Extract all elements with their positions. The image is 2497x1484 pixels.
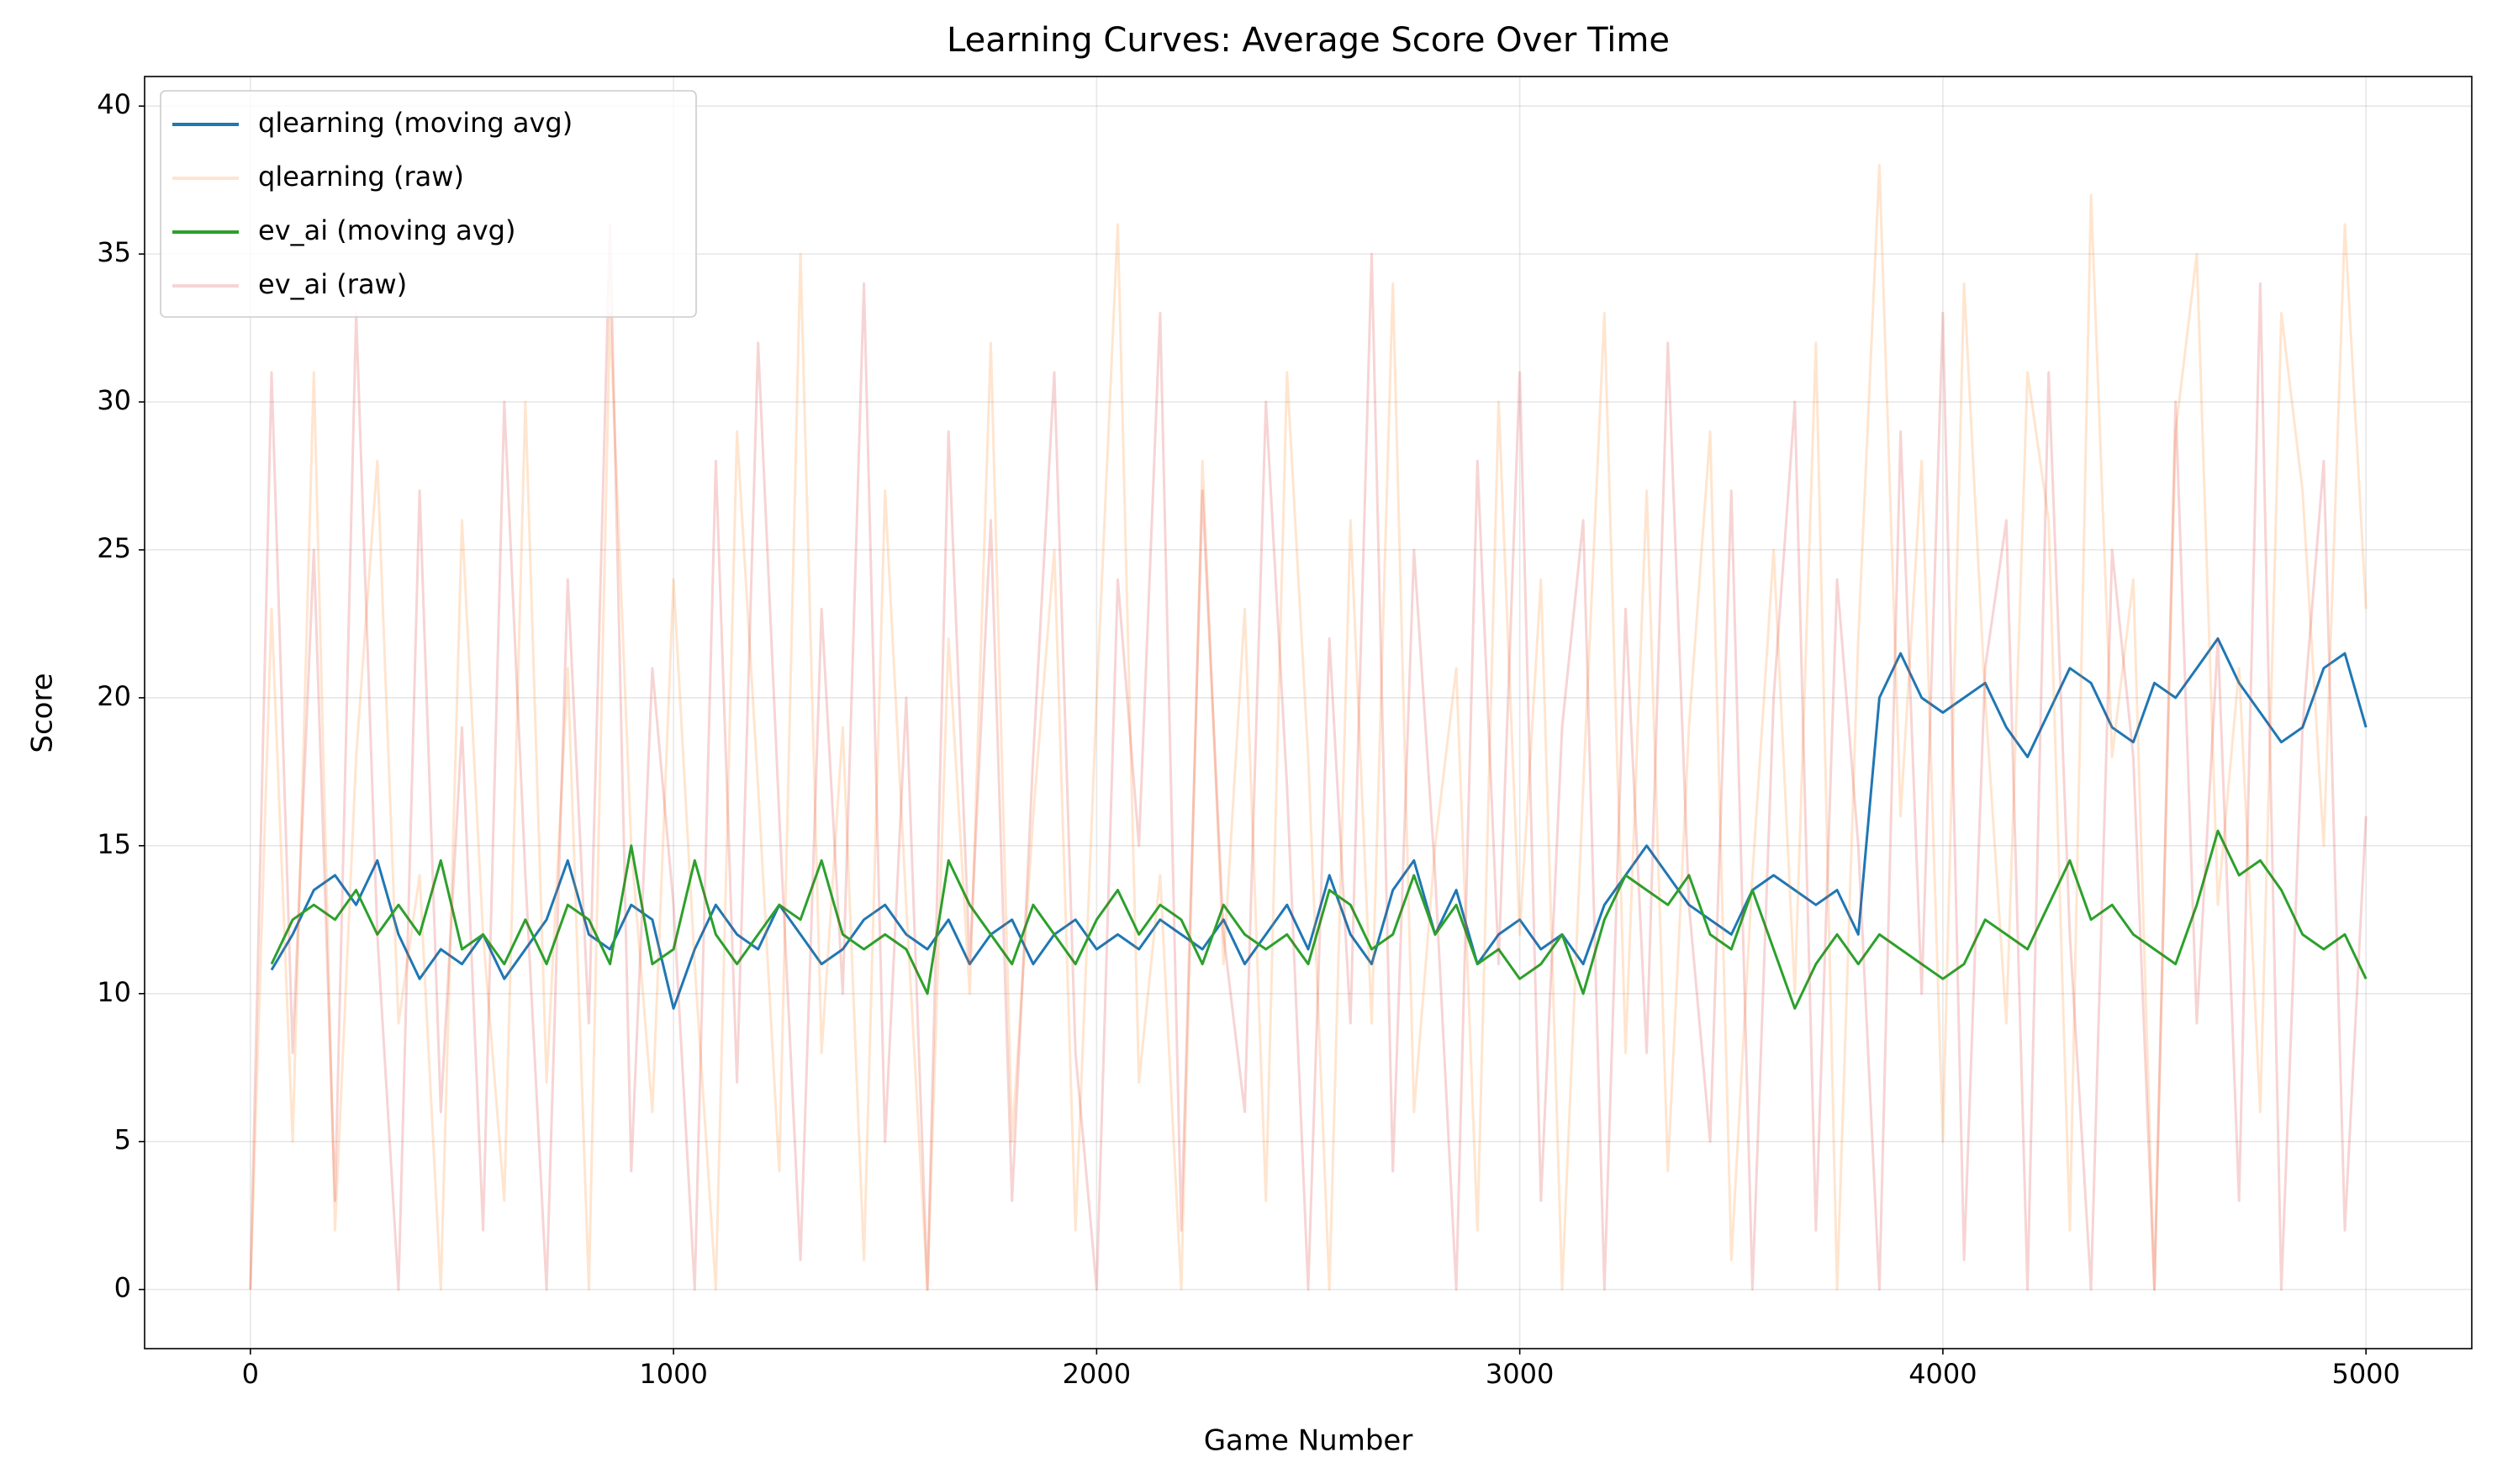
legend-label: qlearning (moving avg)	[258, 107, 573, 139]
x-tick-label: 4000	[1908, 1358, 1977, 1390]
y-tick-label: 0	[114, 1272, 131, 1304]
y-tick-label: 25	[97, 532, 131, 564]
x-tick-label: 0	[242, 1358, 259, 1390]
x-tick-label: 1000	[639, 1358, 707, 1390]
x-tick-label: 3000	[1486, 1358, 1554, 1390]
y-tick-label: 10	[97, 976, 131, 1008]
y-tick-label: 35	[97, 236, 131, 268]
y-axis-label: Score	[26, 673, 60, 753]
y-tick-label: 40	[97, 88, 131, 120]
legend-label: qlearning (raw)	[258, 161, 464, 193]
series-line	[249, 164, 2368, 1291]
series-line	[270, 637, 2368, 1010]
x-tick-label: 2000	[1063, 1358, 1131, 1390]
x-axis-label: Game Number	[1204, 1424, 1413, 1458]
y-tick-label: 20	[97, 680, 131, 712]
legend: qlearning (moving avg) qlearning (raw) ev_…	[160, 90, 697, 318]
y-tick-label: 30	[97, 384, 131, 416]
x-tick-label: 5000	[2331, 1358, 2399, 1390]
chart-title: Learning Curves: Average Score Over Time	[947, 21, 1670, 60]
y-tick-label: 5	[114, 1124, 131, 1156]
plot-frame	[144, 76, 2473, 1349]
series-line	[270, 829, 2368, 1010]
legend-box	[160, 90, 697, 318]
y-tick-label: 15	[97, 828, 131, 860]
legend-label: ev_ai (raw)	[258, 268, 407, 300]
legend-label: ev_ai (moving avg)	[258, 214, 515, 246]
series-line	[249, 223, 2368, 1291]
